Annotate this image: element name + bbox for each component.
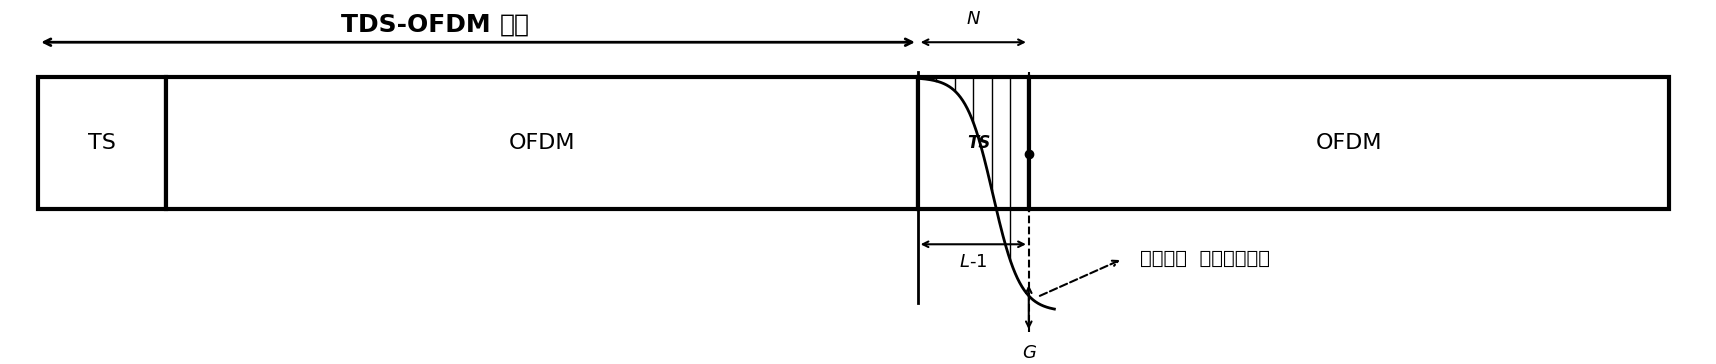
FancyBboxPatch shape (1030, 78, 1670, 209)
Text: N: N (966, 9, 980, 28)
FancyBboxPatch shape (918, 78, 1030, 209)
Text: 无干扰区  用于恢复信道: 无干扰区 用于恢复信道 (1139, 249, 1270, 268)
Text: TS: TS (89, 133, 117, 153)
Text: 符号: 符号 (499, 13, 530, 37)
Text: OFDM: OFDM (1316, 133, 1381, 153)
Text: TS: TS (968, 134, 990, 152)
FancyBboxPatch shape (38, 78, 166, 209)
FancyBboxPatch shape (166, 78, 918, 209)
Text: G: G (1021, 344, 1036, 362)
Text: TDS-OFDM: TDS-OFDM (341, 13, 499, 37)
Text: $L$-1: $L$-1 (959, 253, 987, 271)
Text: OFDM: OFDM (510, 133, 575, 153)
